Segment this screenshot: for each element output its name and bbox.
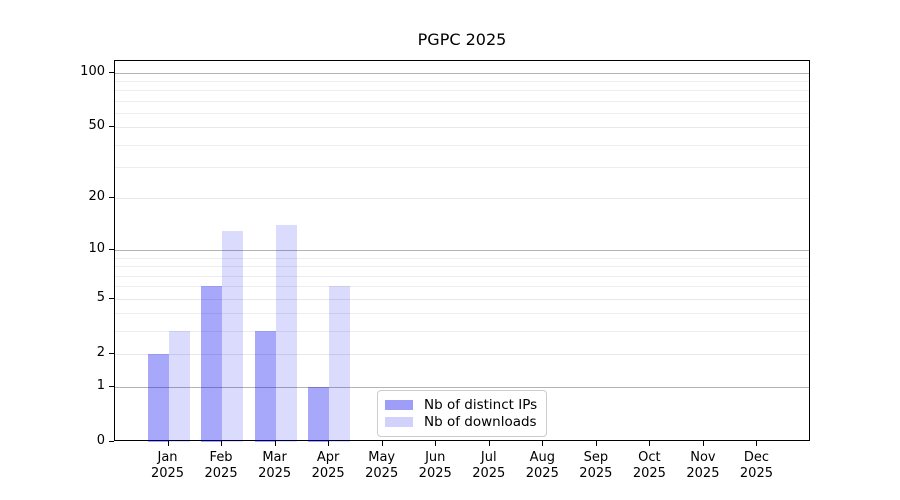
gridline (115, 198, 809, 200)
x-tick-mark (381, 441, 383, 446)
x-tick-label-aug: Aug 2025 (525, 450, 559, 481)
x-tick-label-jun: Jun 2025 (418, 450, 452, 481)
minor-gridline (115, 257, 809, 259)
minor-gridline (115, 275, 809, 277)
gridline (115, 127, 809, 129)
plot-area (114, 60, 810, 442)
y-tick-mark (109, 71, 114, 73)
y-tick-label: 5 (96, 289, 105, 305)
y-tick-mark (109, 297, 114, 299)
x-tick-mark (756, 441, 758, 446)
x-tick-label-sep: Sep 2025 (579, 450, 613, 481)
gridline (115, 354, 809, 356)
bar-mar-downloads (275, 225, 297, 442)
x-tick-mark (274, 441, 276, 446)
x-tick-label-feb: Feb 2025 (204, 450, 238, 481)
bar-feb-distinct-ips (201, 286, 223, 442)
decade-gridline (115, 250, 809, 252)
x-tick-mark (702, 441, 704, 446)
gridline (115, 298, 809, 300)
minor-gridline (115, 286, 809, 288)
legend-item-downloads: Nb of downloads (385, 414, 538, 431)
x-tick-mark (649, 441, 651, 446)
y-tick-mark (109, 197, 114, 199)
x-tick-label-jul: Jul 2025 (472, 450, 506, 481)
x-tick-mark (542, 441, 544, 446)
minor-gridline (115, 144, 809, 146)
y-tick-mark (109, 353, 114, 355)
minor-gridline (115, 266, 809, 268)
y-tick-mark (109, 441, 114, 442)
x-tick-label-jan: Jan 2025 (150, 450, 185, 481)
x-tick-label-apr: Apr 2025 (311, 450, 345, 481)
y-tick-label: 50 (88, 118, 105, 134)
bar-mar-distinct-ips (254, 331, 276, 442)
legend-label-distinct-ips: Nb of distinct IPs (424, 396, 538, 413)
legend-swatch-distinct-ips (385, 399, 413, 410)
x-tick-mark (328, 441, 330, 446)
x-tick-mark (167, 441, 169, 446)
minor-gridline (115, 81, 809, 83)
x-tick-label-may: May 2025 (365, 450, 399, 481)
x-tick-label-dec: Dec 2025 (739, 450, 773, 481)
y-tick-mark (109, 385, 114, 387)
minor-gridline (115, 313, 809, 315)
bar-feb-downloads (222, 230, 244, 442)
decade-gridline (115, 386, 809, 388)
legend-item-distinct-ips: Nb of distinct IPs (385, 396, 538, 413)
bar-jan-downloads (168, 331, 190, 442)
y-tick-mark (109, 249, 114, 251)
x-tick-mark (488, 441, 490, 446)
y-tick-label: 100 (80, 63, 105, 79)
chart-title: PGPC 2025 (417, 30, 507, 49)
y-tick-label: 20 (88, 189, 105, 205)
x-tick-mark (221, 441, 223, 446)
x-tick-label-oct: Oct 2025 (632, 450, 666, 481)
minor-gridline (115, 113, 809, 115)
x-tick-mark (435, 441, 437, 446)
legend-label-downloads: Nb of downloads (424, 414, 537, 431)
y-tick-label: 0 (96, 433, 105, 448)
y-tick-label: 2 (96, 345, 105, 361)
minor-gridline (115, 167, 809, 169)
minor-gridline (115, 100, 809, 102)
bar-apr-distinct-ips (308, 386, 330, 442)
bar-jan-distinct-ips (147, 354, 169, 442)
x-tick-label-nov: Nov 2025 (686, 450, 720, 481)
y-tick-label: 10 (88, 241, 105, 257)
y-tick-label: 1 (96, 377, 105, 393)
x-tick-mark (595, 441, 597, 446)
legend: Nb of distinct IPs Nb of downloads (377, 390, 547, 437)
legend-swatch-downloads (385, 417, 413, 428)
x-tick-label-mar: Mar 2025 (258, 450, 292, 481)
bar-apr-downloads (329, 286, 351, 442)
minor-gridline (115, 331, 809, 333)
y-tick-mark (109, 126, 114, 128)
decade-gridline (115, 72, 809, 74)
minor-gridline (115, 90, 809, 92)
